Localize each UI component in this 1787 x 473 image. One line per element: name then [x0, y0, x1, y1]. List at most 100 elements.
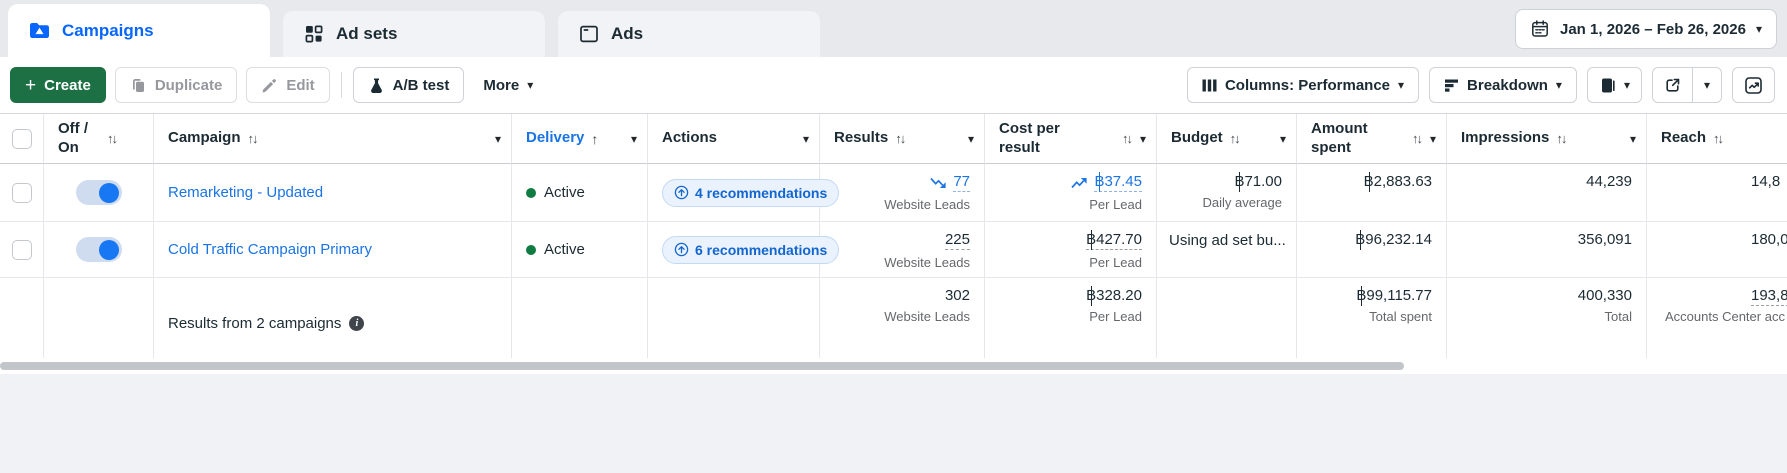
cost-per-result-cell: 37.45 Per Lead — [985, 164, 1157, 222]
baht-currency-icon — [1355, 229, 1365, 250]
ab-test-button[interactable]: A/B test — [352, 67, 465, 103]
sort-both-icon — [1556, 131, 1567, 146]
cost-value[interactable]: 37.45 — [1094, 171, 1142, 192]
reach-value: 14,8 — [1751, 173, 1781, 190]
cost-value[interactable]: 427.70 — [1086, 229, 1142, 250]
budget-type-text: Using ad set bu... — [1169, 232, 1286, 249]
summary-impressions-cell: 400,330 Total — [1447, 278, 1647, 358]
budget-cell: 71.00 Daily average — [1157, 164, 1297, 222]
edit-button[interactable]: Edit — [246, 67, 330, 103]
row-select-cell — [0, 164, 44, 222]
baht-currency-icon — [1094, 171, 1104, 192]
summary-label-cell: Results from 2 campaigns — [154, 278, 512, 358]
campaigns-table: Off / On Campaign Delivery Actions — [0, 113, 1787, 358]
sort-both-icon — [1122, 131, 1133, 146]
column-header-actions[interactable]: Actions — [648, 114, 820, 164]
recommendations-badge[interactable]: 4 recommendations — [662, 178, 840, 207]
info-icon[interactable] — [349, 315, 365, 331]
reports-button[interactable] — [1586, 67, 1642, 103]
chevron-down-icon — [1756, 23, 1762, 35]
summary-label: Results from 2 campaigns — [168, 314, 342, 332]
ad-sets-grid-icon — [303, 23, 325, 45]
column-header-off-on[interactable]: Off / On — [44, 114, 154, 164]
reports-icon — [1599, 77, 1616, 94]
chevron-down-icon — [1556, 79, 1562, 91]
column-header-amount-spent[interactable]: Amount spent — [1297, 114, 1447, 164]
results-metric-label: Website Leads — [884, 255, 970, 270]
more-button[interactable]: More — [473, 67, 544, 103]
toolbar-right-group: Columns: Performance Breakdown — [1186, 67, 1775, 103]
summary-empty-cell — [44, 278, 154, 358]
date-range-picker[interactable]: Jan 1, 2026 – Feb 26, 2026 — [1515, 9, 1777, 49]
date-range-label: Jan 1, 2026 – Feb 26, 2026 — [1560, 20, 1746, 38]
column-header-campaign[interactable]: Campaign — [154, 114, 512, 164]
tab-ad-sets[interactable]: Ad sets — [283, 11, 545, 57]
export-options-button[interactable] — [1691, 68, 1721, 102]
campaign-on-toggle[interactable] — [75, 237, 122, 262]
circle-up-arrow-icon — [674, 185, 689, 200]
column-header-cost-per-result[interactable]: Cost per result — [985, 114, 1157, 164]
filter-caret-icon[interactable] — [1280, 133, 1286, 145]
filter-caret-icon[interactable] — [631, 133, 637, 145]
summary-reach-cell: 193,8 Accounts Center acc — [1647, 278, 1787, 358]
summary-impressions-label: Total — [1604, 309, 1632, 324]
column-header-budget[interactable]: Budget — [1157, 114, 1297, 164]
filter-caret-icon[interactable] — [1430, 133, 1436, 145]
results-value[interactable]: 225 — [944, 231, 970, 250]
filter-caret-icon[interactable] — [495, 133, 501, 145]
filter-caret-icon[interactable] — [968, 133, 974, 145]
horizontal-scrollbar-track[interactable] — [0, 358, 1787, 374]
row-checkbox[interactable] — [11, 182, 32, 203]
chart-icon — [1744, 76, 1763, 95]
breakdown-icon — [1444, 78, 1459, 93]
budget-type-label: Daily average — [1202, 195, 1283, 210]
trend-down-icon — [930, 177, 946, 188]
select-all-checkbox[interactable] — [11, 128, 32, 149]
summary-reach-value[interactable]: 193,8 — [1751, 287, 1787, 306]
create-button[interactable]: Create — [10, 67, 106, 103]
amount-spent-value: 96,232.14 — [1355, 229, 1432, 250]
delivery-cell: Active — [512, 164, 648, 222]
sort-both-icon — [1412, 131, 1423, 146]
campaign-on-toggle[interactable] — [75, 180, 122, 205]
tab-campaigns[interactable]: Campaigns — [8, 4, 270, 57]
baht-currency-icon — [1234, 171, 1244, 192]
horizontal-scrollbar-thumb[interactable] — [0, 362, 1404, 370]
delivery-status: Active — [544, 241, 585, 258]
select-all-cell — [0, 114, 44, 164]
filter-caret-icon[interactable] — [1140, 133, 1146, 145]
campaign-link[interactable]: Remarketing - Updated — [168, 184, 324, 201]
reach-cell: 180,0 — [1647, 222, 1787, 278]
row-checkbox[interactable] — [11, 239, 32, 260]
campaign-link[interactable]: Cold Traffic Campaign Primary — [168, 241, 372, 258]
filter-caret-icon[interactable] — [803, 133, 809, 145]
export-button[interactable] — [1653, 68, 1692, 102]
campaign-cell: Remarketing - Updated — [154, 164, 512, 222]
summary-results-value: 302 — [944, 287, 970, 304]
export-split-button — [1651, 67, 1722, 103]
results-value[interactable]: 77 — [953, 173, 970, 192]
column-header-results[interactable]: Results — [820, 114, 985, 164]
duplicate-icon — [130, 77, 147, 94]
breakdown-button[interactable]: Breakdown — [1429, 67, 1577, 103]
tab-ads-label: Ads — [611, 24, 644, 43]
duplicate-button[interactable]: Duplicate — [114, 67, 238, 103]
filter-caret-icon[interactable] — [1630, 133, 1636, 145]
sort-ascending-icon — [591, 131, 598, 147]
actions-cell: 6 recommendations — [648, 222, 840, 278]
baht-currency-icon — [1364, 171, 1374, 192]
results-cell: 225 Website Leads — [820, 222, 985, 278]
tab-ads[interactable]: Ads — [558, 11, 820, 57]
column-header-reach[interactable]: Reach — [1647, 114, 1787, 164]
summary-cost-value: 328.20 — [1086, 285, 1142, 306]
charts-button[interactable] — [1732, 67, 1775, 103]
page-background — [0, 374, 1787, 473]
summary-reach-label: Accounts Center acc — [1665, 309, 1785, 324]
column-header-impressions[interactable]: Impressions — [1447, 114, 1647, 164]
summary-cost-cell: 328.20 Per Lead — [985, 278, 1157, 358]
chevron-down-icon — [527, 79, 533, 91]
recommendations-badge[interactable]: 6 recommendations — [662, 235, 840, 264]
columns-button[interactable]: Columns: Performance — [1186, 67, 1420, 103]
column-header-delivery[interactable]: Delivery — [512, 114, 648, 164]
